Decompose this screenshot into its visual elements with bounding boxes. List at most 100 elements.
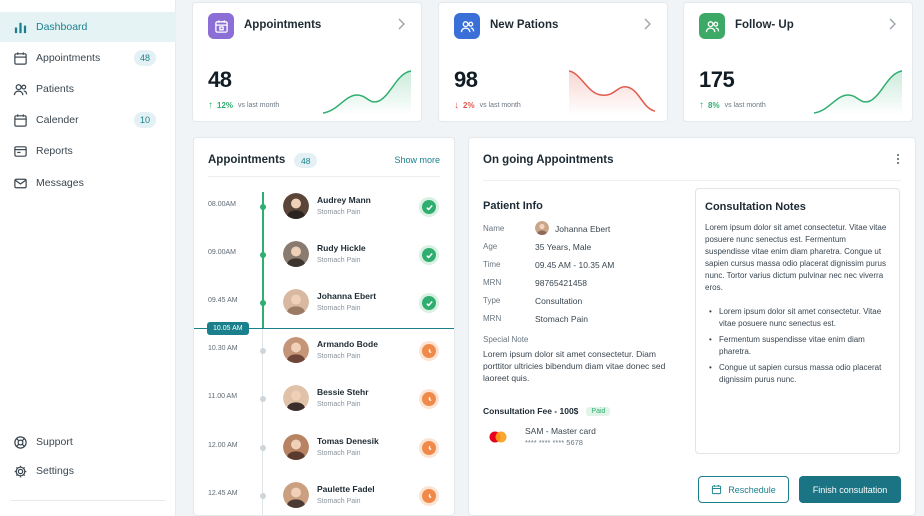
appointment-row[interactable]: 08.00AM Audrey Mann Stomach Pain [194, 187, 454, 227]
check-circle-icon [419, 197, 439, 217]
stat-title: Follow- Up [735, 19, 794, 31]
clock-icon [419, 389, 439, 409]
sidebar-item-label: Dashboard [36, 21, 88, 33]
sidebar-item-label: Calender [36, 114, 79, 126]
timeline-dot [260, 348, 266, 354]
calendar-icon [12, 50, 28, 66]
change-percent: 12% [217, 101, 234, 110]
patient-info-title: Patient Info [483, 200, 543, 212]
chevron-right-icon[interactable] [395, 17, 407, 31]
slot-time: 08.00AM [208, 201, 237, 208]
sparkline-up [323, 70, 412, 115]
info-key: Time [483, 260, 501, 269]
info-key: Type [483, 296, 501, 305]
patient-info-row: MRN 98765421458 [483, 278, 683, 292]
notes-title: Consultation Notes [705, 201, 806, 213]
appointment-row[interactable]: 12.45 AM Paulette Fadel Stomach Pain [194, 476, 454, 515]
appointment-row[interactable]: 11.00 AM Bessie Stehr Stomach Pain [194, 379, 454, 419]
sidebar-item-dashboard[interactable]: Dashboard [0, 12, 176, 42]
info-key: Age [483, 242, 498, 251]
check-circle-icon [419, 245, 439, 265]
info-value: Johanna Ebert [555, 224, 611, 234]
info-value: 98765421458 [535, 278, 588, 288]
patient-name: Armando Bode [317, 339, 378, 349]
stat-change: ↑ 8% vs last month [699, 100, 766, 111]
avatar [283, 385, 309, 411]
current-time-line [194, 328, 454, 329]
sidebar-item-appointments[interactable]: Appointments 48 [0, 43, 176, 73]
finish-consultation-button[interactable]: Finish consultation [799, 476, 901, 503]
sidebar-item-label: Reports [36, 145, 73, 157]
list-item: Lorem ipsum dolor sit amet consectetur. … [705, 306, 891, 330]
status-badge: Paid [586, 406, 611, 416]
info-value: Consultation [535, 296, 583, 306]
stat-change: ↓ 2% vs last month [454, 100, 521, 111]
arrow-down-icon: ↓ [454, 100, 459, 111]
button-label: Reschedule [728, 484, 776, 495]
appointment-row[interactable]: 12.00 AM Tomas Denesik Stomach Pain [194, 428, 454, 468]
avatar [535, 221, 549, 235]
timeline-dot [260, 204, 266, 210]
timeline-dot [260, 445, 266, 451]
appointment-row[interactable]: 09.00AM Rudy Hickle Stomach Pain [194, 235, 454, 275]
slot-time: 12.00 AM [208, 442, 238, 449]
users-icon [12, 81, 28, 97]
reschedule-button[interactable]: Reschedule [698, 476, 789, 503]
sidebar-item-patients[interactable]: Patients [0, 74, 176, 104]
sidebar-item-settings[interactable]: Settings [0, 456, 176, 486]
visit-reason: Stomach Pain [317, 305, 361, 312]
patient-info-row: Age 35 Years, Male [483, 242, 683, 256]
slot-time: 09.00AM [208, 249, 237, 256]
info-key: MRN [483, 278, 502, 287]
patient-name: Paulette Fadel [317, 484, 375, 494]
chevron-right-icon[interactable] [886, 17, 898, 31]
change-percent: 8% [708, 101, 720, 110]
avatar [283, 289, 309, 315]
visit-reason: Stomach Pain [317, 353, 361, 360]
sidebar-item-calender[interactable]: Calender 10 [0, 105, 176, 135]
support-icon [12, 434, 28, 450]
stat-change: ↑ 12% vs last month [208, 100, 279, 111]
count-badge: 48 [294, 153, 318, 168]
slot-time: 12.45 AM [208, 490, 238, 497]
sidebar-item-label: Support [36, 436, 73, 448]
change-caption: vs last month [724, 102, 766, 109]
timeline-dot [260, 252, 266, 258]
info-value: 09.45 AM - 10.35 AM [535, 260, 615, 270]
avatar [283, 434, 309, 460]
timeline-dot [260, 396, 266, 402]
appointments-panel: Appointments 48 Show more 08.00AM Audrey … [193, 137, 455, 516]
stat-card-new-patients[interactable]: New Pations 98 ↓ 2% vs last month [438, 2, 668, 122]
clock-icon [419, 341, 439, 361]
stat-title: Appointments [244, 19, 322, 31]
info-value: 35 Years, Male [535, 242, 592, 252]
chevron-right-icon[interactable] [641, 17, 653, 31]
more-options-icon[interactable] [895, 152, 901, 166]
stat-card-follow-up[interactable]: Follow- Up 175 ↑ 8% vs last month [683, 2, 913, 122]
slot-time: 11.00 AM [208, 393, 238, 400]
sidebar-item-support[interactable]: Support [0, 427, 176, 457]
patient-name: Bessie Stehr [317, 387, 369, 397]
appointment-row[interactable]: 10.30 AM Armando Bode Stomach Pain [194, 331, 454, 371]
appointment-row[interactable]: 09.45 AM Johanna Ebert Stomach Pain [194, 283, 454, 323]
sparkline-down [569, 70, 656, 115]
stat-card-appointments[interactable]: Appointments 48 ↑ 12% vs last month [192, 2, 422, 122]
stat-value: 98 [454, 67, 478, 92]
sidebar-item-reports[interactable]: Reports [0, 136, 176, 166]
notes-paragraph: Lorem ipsum dolor sit amet consectetur. … [705, 223, 887, 292]
timeline-dot [260, 300, 266, 306]
sidebar-item-messages[interactable]: Messages [0, 168, 176, 198]
divider [483, 180, 901, 181]
arrow-up-icon: ↑ [699, 100, 704, 111]
avatar [283, 337, 309, 363]
notes-list: Lorem ipsum dolor sit amet consectetur. … [705, 306, 891, 390]
patient-name: Rudy Hickle [317, 243, 366, 253]
patient-info-row: Time 09.45 AM - 10.35 AM [483, 260, 683, 274]
stat-value: 48 [208, 67, 232, 92]
calendar-icon [12, 112, 28, 128]
sidebar: Dashboard Appointments 48 Patients Calen… [0, 0, 176, 516]
patient-info-row: Name Johanna Ebert [483, 221, 683, 238]
show-more-link[interactable]: Show more [394, 155, 440, 165]
patient-info-row: MRN Stomach Pain [483, 314, 683, 328]
current-time-badge: 10.05 AM [207, 322, 249, 335]
